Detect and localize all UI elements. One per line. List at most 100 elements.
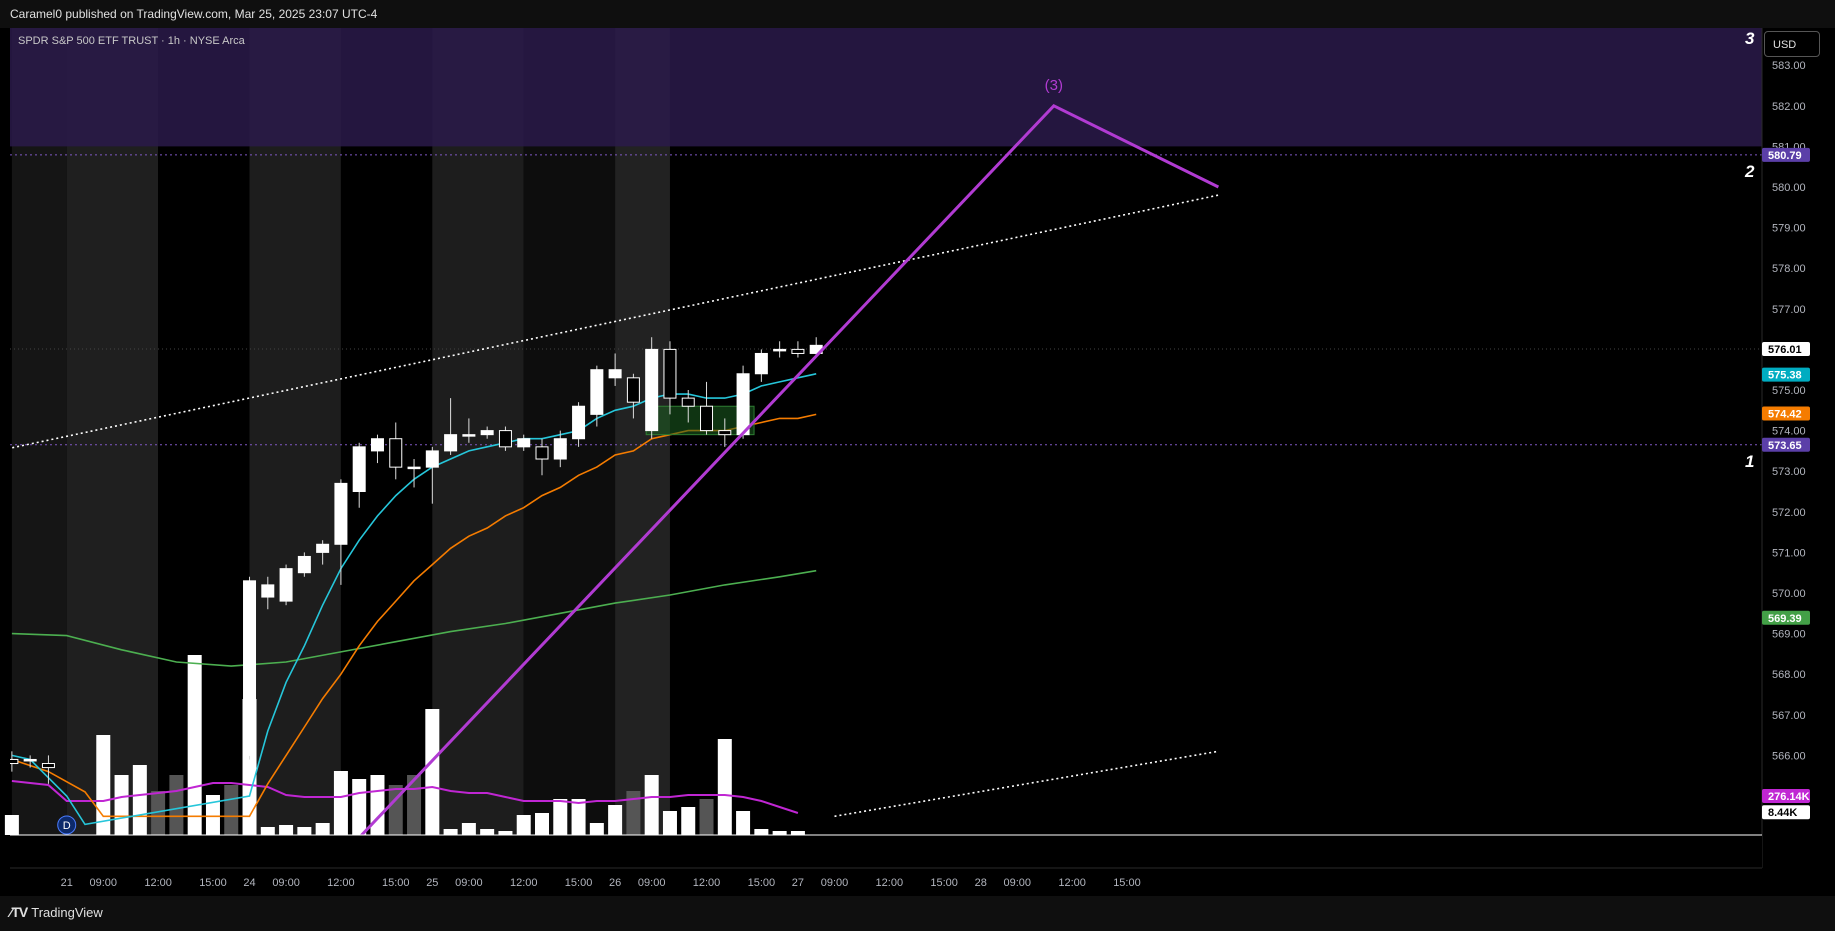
volume-bar [626, 791, 641, 835]
candle-body [41, 763, 55, 769]
time-tick-label: 09:00 [638, 877, 666, 889]
candle-body [608, 369, 622, 379]
wave-label: 1 [1745, 452, 1754, 471]
price-tick-label: 572.00 [1772, 507, 1806, 519]
volume-bar [461, 823, 476, 835]
candle-body [736, 373, 750, 436]
price-tick-label: 569.00 [1772, 629, 1806, 641]
volume-bar [662, 811, 677, 835]
publish-info: Caramel0 published on TradingView.com, M… [10, 7, 378, 21]
time-tick-label: 12:00 [1058, 877, 1086, 889]
volume-bar [205, 795, 220, 835]
candle-body [243, 580, 257, 756]
candle-body [389, 438, 403, 468]
price-label: 575.38 [1768, 370, 1802, 382]
candle-body [480, 430, 494, 436]
volume-bar [352, 779, 367, 835]
wave-label: 2 [1744, 162, 1755, 181]
volume-bar [717, 739, 732, 835]
volume-bar [315, 823, 330, 835]
price-label-bg [1762, 367, 1810, 382]
volume-bar [498, 831, 513, 835]
price-tick-label: 571.00 [1772, 547, 1806, 559]
ema-fast-line [11, 373, 817, 826]
session-band [249, 28, 341, 835]
volume-bar [169, 775, 184, 835]
time-tick-label: 28 [975, 877, 987, 889]
wave-label: 3 [1745, 29, 1755, 48]
price-tick-label: 573.00 [1772, 466, 1806, 478]
candle-body [553, 438, 567, 460]
price-label-bg [1762, 805, 1810, 820]
volume-bar [224, 785, 239, 835]
candle-body [23, 758, 37, 762]
price-tick-label: 580.00 [1772, 182, 1806, 194]
candle-body [754, 352, 768, 375]
volume-bar [370, 775, 385, 835]
price-tick-label: 575.00 [1772, 385, 1806, 397]
candle-body [352, 446, 366, 492]
candle-body [626, 377, 640, 403]
plot-layer [10, 103, 1220, 835]
volume-bar [480, 829, 495, 835]
tradingview-brand[interactable]: ⁄TV TradingView [10, 904, 103, 920]
time-tick-label: 15:00 [748, 877, 776, 889]
candle-body [279, 568, 293, 602]
time-tick-label: 15:00 [199, 877, 227, 889]
candle-body [645, 348, 659, 432]
volume-bar [571, 799, 586, 835]
price-tick-label: 582.00 [1772, 101, 1806, 113]
candle-body [535, 446, 549, 460]
price-tick-label: 583.00 [1772, 60, 1806, 72]
volume-bar [736, 811, 751, 835]
candle-body [444, 434, 458, 452]
volume-bar [681, 807, 696, 835]
footer: ⁄TV TradingView [0, 896, 1835, 931]
dividend-marker-label: D [63, 820, 71, 832]
candle-body [498, 430, 512, 448]
session-band [523, 28, 616, 835]
time-tick-label: 15:00 [930, 877, 958, 889]
time-tick-label: 09:00 [1004, 877, 1032, 889]
volume-bar [425, 709, 440, 835]
price-label: 576.01 [1768, 344, 1802, 356]
volume-bar [772, 831, 787, 835]
volume-bar [790, 831, 805, 835]
candle-body [297, 555, 311, 574]
session-band [158, 28, 250, 835]
time-tick-label: 24 [243, 877, 255, 889]
candle-body [572, 405, 586, 440]
publish-header: Caramel0 published on TradingView.com, M… [0, 0, 1835, 28]
price-label-bg [1762, 610, 1810, 625]
session-band [340, 28, 433, 835]
volume-bar [333, 771, 348, 835]
volume-bar [644, 775, 659, 835]
candle-body [718, 430, 732, 436]
time-tick-label: 26 [609, 877, 621, 889]
price-tick-label: 579.00 [1772, 223, 1806, 235]
candle-body [10, 758, 19, 765]
time-tick-label: 15:00 [565, 877, 593, 889]
lower-channel-line [834, 750, 1219, 818]
time-tick-label: 21 [61, 877, 73, 889]
candle-body [517, 438, 531, 448]
price-tick-label: 566.00 [1772, 750, 1806, 762]
volume-bar [699, 799, 714, 835]
price-label-bg [1762, 341, 1810, 356]
volume-bar [4, 815, 19, 835]
volume-bar [553, 799, 568, 835]
volume-bar [297, 827, 312, 835]
sma-long-line [11, 569, 817, 667]
price-tick-label: 570.00 [1772, 588, 1806, 600]
candle-body [590, 369, 604, 415]
candle-body [316, 543, 330, 553]
tradingview-logo-icon: ⁄TV [10, 904, 28, 920]
volume-bar [114, 775, 129, 835]
price-label: 8.44K [1768, 807, 1797, 819]
currency-button[interactable]: USD [1764, 31, 1820, 57]
time-tick-label: 12:00 [510, 877, 538, 889]
candle-body [700, 405, 714, 432]
price-tick-label: 577.00 [1772, 304, 1806, 316]
time-tick-label: 12:00 [144, 877, 172, 889]
